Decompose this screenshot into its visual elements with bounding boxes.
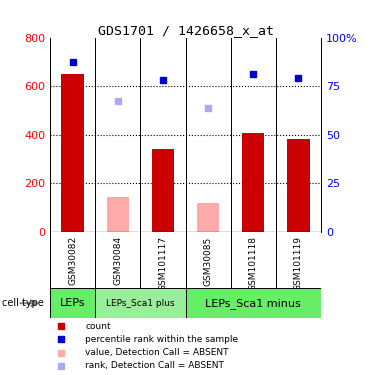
Text: GSM30082: GSM30082: [68, 236, 77, 285]
Bar: [197, 202, 219, 232]
Bar: [152, 149, 174, 232]
Text: LEPs_Sca1 plus: LEPs_Sca1 plus: [106, 299, 175, 308]
Text: percentile rank within the sample: percentile rank within the sample: [85, 335, 239, 344]
Text: GDS1701 / 1426658_x_at: GDS1701 / 1426658_x_at: [98, 24, 273, 38]
Bar: [287, 140, 310, 232]
Text: GSM101118: GSM101118: [249, 236, 258, 291]
Text: GSM101119: GSM101119: [294, 236, 303, 291]
Bar: [50, 288, 95, 318]
Text: value, Detection Call = ABSENT: value, Detection Call = ABSENT: [85, 348, 229, 357]
Text: GSM30085: GSM30085: [204, 236, 213, 285]
Text: LEPs_Sca1 minus: LEPs_Sca1 minus: [205, 298, 301, 309]
Bar: [186, 288, 321, 318]
Bar: [95, 288, 186, 318]
Text: rank, Detection Call = ABSENT: rank, Detection Call = ABSENT: [85, 362, 224, 370]
Bar: [242, 134, 265, 232]
Text: cell type: cell type: [2, 298, 44, 308]
Text: GSM101117: GSM101117: [158, 236, 167, 291]
Text: LEPs: LEPs: [60, 298, 85, 308]
Bar: [61, 74, 84, 232]
Bar: [106, 196, 129, 232]
Text: GSM30084: GSM30084: [113, 236, 122, 285]
Text: count: count: [85, 322, 111, 331]
